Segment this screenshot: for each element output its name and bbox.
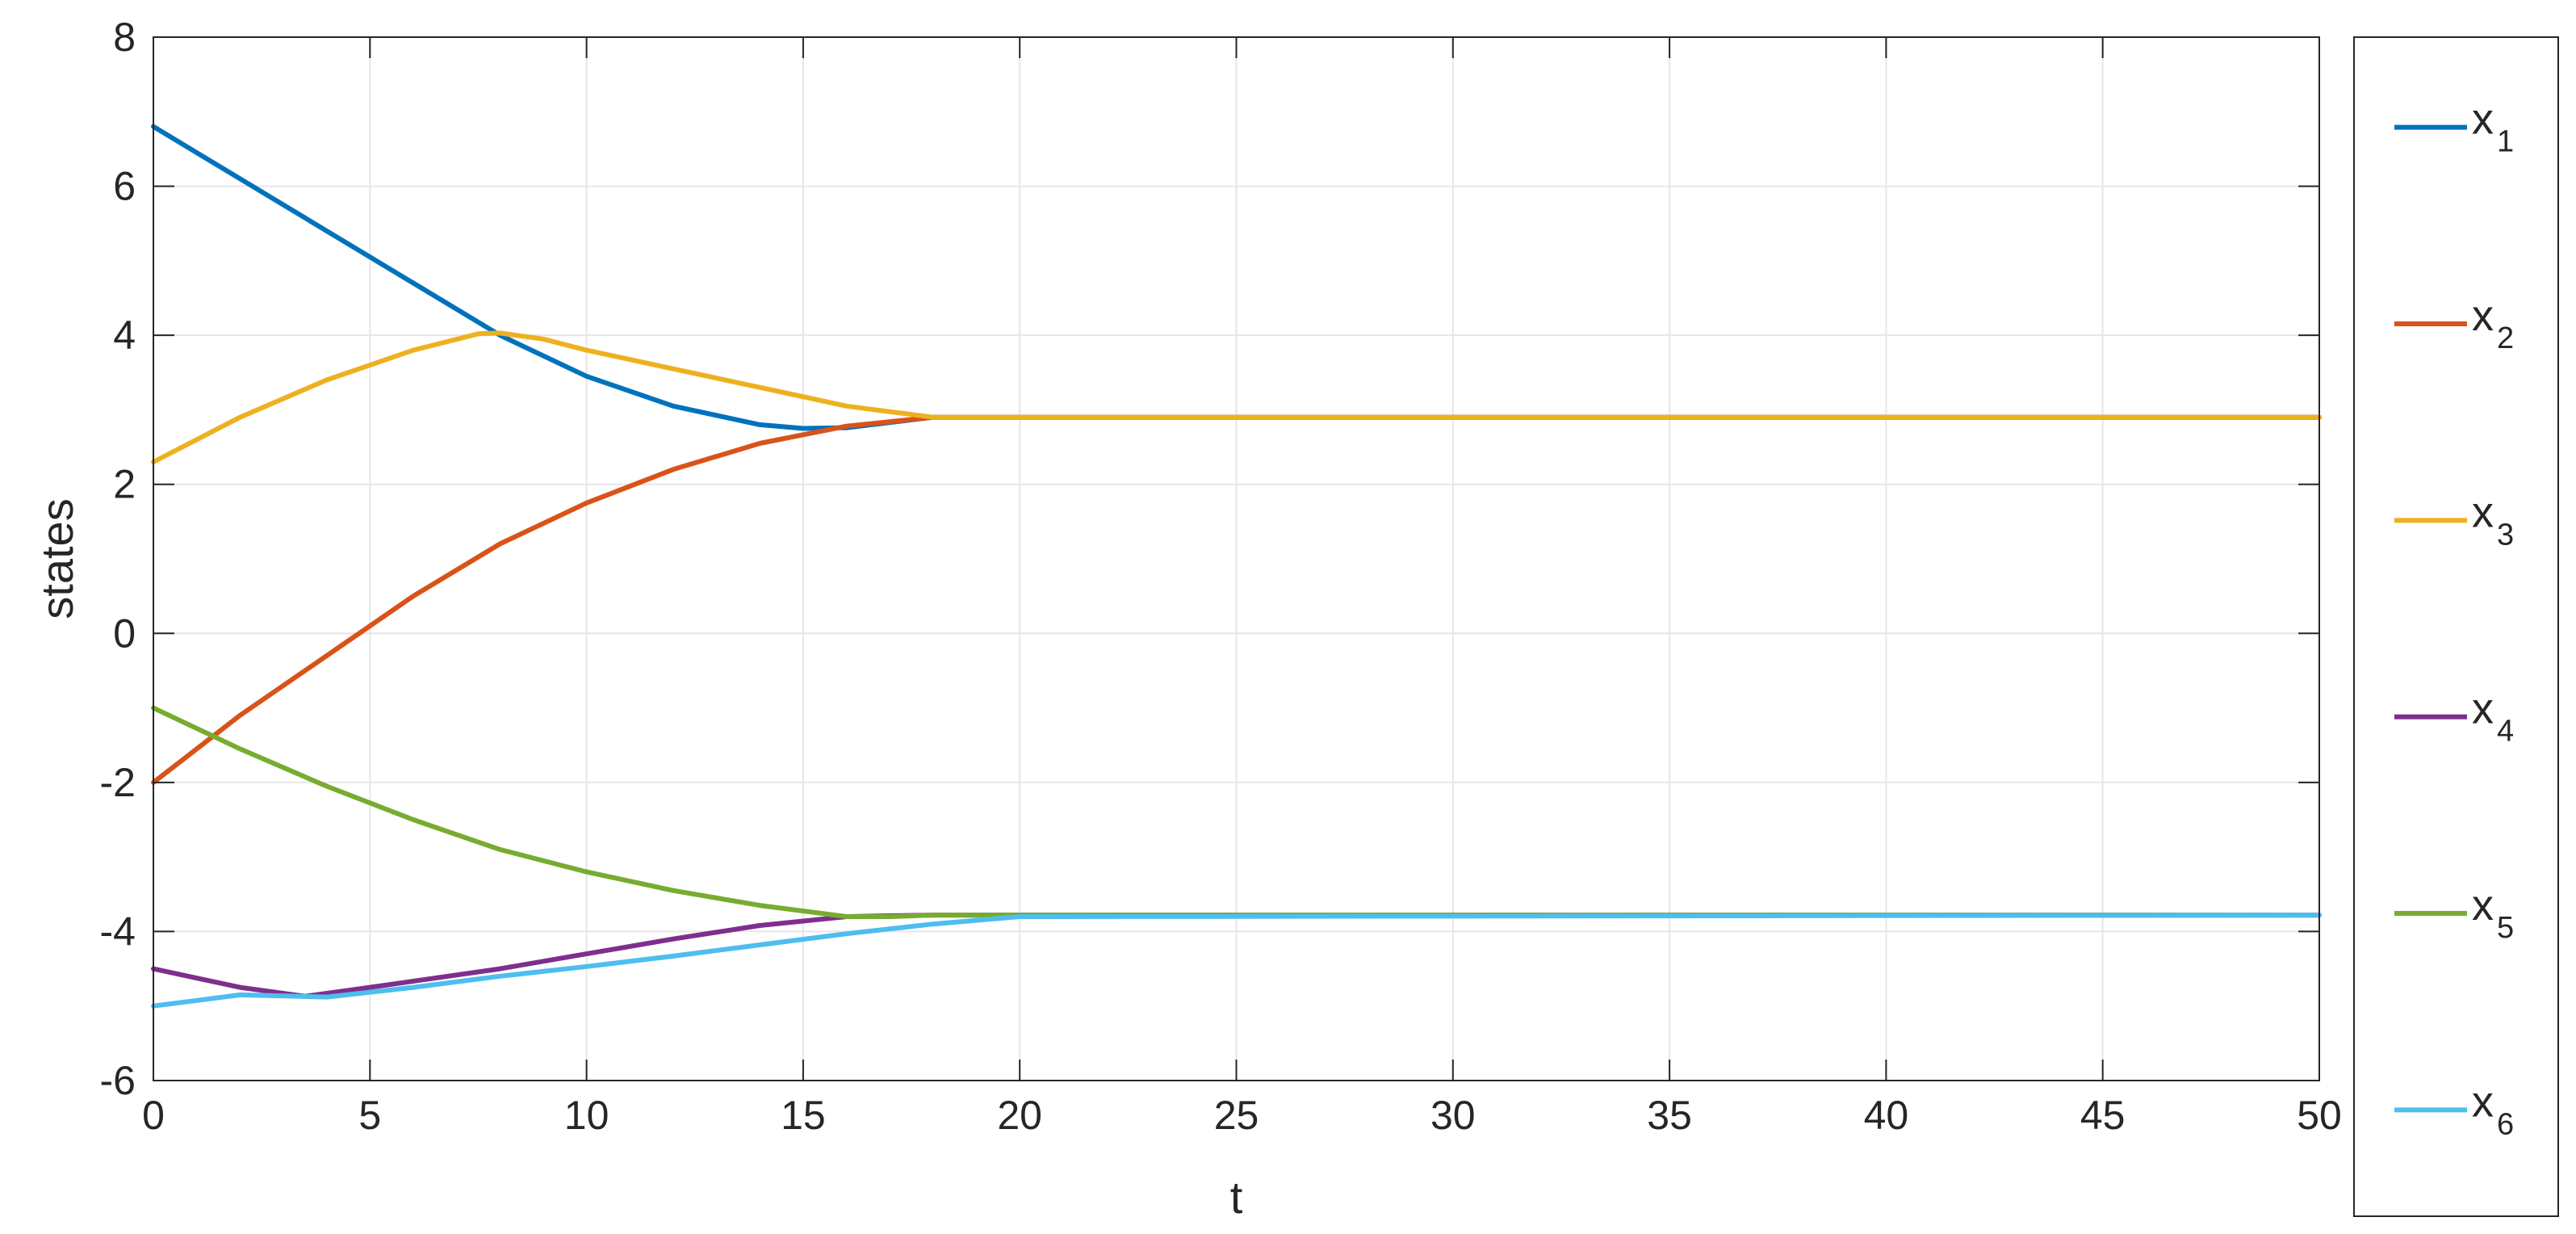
legend: x 1x 2x 3x 4x 5x 6	[2353, 36, 2559, 1217]
legend-box	[2353, 36, 2559, 1217]
series-line-x3	[151, 330, 2322, 464]
y-axis-label: states	[31, 498, 82, 619]
x-tick-label: 45	[2080, 1093, 2126, 1138]
legend-label-subscript: 4	[2497, 715, 2514, 749]
axis-ticks: 0 5 10 15 20 25 30 35 40 45 50 -6 -4 -2 0 2 4 6 8	[100, 15, 2342, 1138]
x-tick-label: 25	[1214, 1093, 1259, 1138]
y-tick-label: 4	[113, 313, 136, 358]
legend-label-subscript: 2	[2497, 321, 2514, 355]
legend-label-base: x	[2472, 881, 2494, 930]
y-tick-label: 8	[113, 15, 136, 60]
x-tick-label: 35	[1647, 1093, 1692, 1138]
y-tick-label: -2	[100, 760, 136, 805]
x-tick-label: 40	[1864, 1093, 1909, 1138]
legend-label-subscript: 1	[2497, 125, 2514, 159]
legend-label-base: x	[2472, 292, 2494, 340]
x-axis-label: t	[1230, 1172, 1243, 1223]
legend-label-subscript: 3	[2497, 518, 2514, 552]
legend-label-subscript: 6	[2497, 1107, 2514, 1141]
y-tick-label: 2	[113, 462, 136, 507]
x-tick-label: 0	[142, 1093, 165, 1138]
x-tick-label: 5	[358, 1093, 381, 1138]
x-tick-label: 30	[1430, 1093, 1476, 1138]
x-tick-label: 15	[781, 1093, 826, 1138]
series-line-x5	[151, 705, 2322, 919]
legend-label-subscript: 5	[2497, 911, 2514, 945]
legend-label-base: x	[2472, 488, 2494, 536]
legend-label-base: x	[2472, 685, 2494, 733]
series-layer	[151, 124, 2322, 1009]
legend-label-base: x	[2472, 95, 2494, 144]
y-tick-label: 0	[113, 611, 136, 656]
x-tick-label: 50	[2297, 1093, 2342, 1138]
y-tick-label: -6	[100, 1058, 136, 1103]
legend-label-base: x	[2472, 1077, 2494, 1126]
x-tick-label: 20	[997, 1093, 1042, 1138]
y-tick-label: -4	[100, 909, 136, 954]
y-tick-label: 6	[113, 164, 136, 209]
series-line-x6	[151, 913, 2322, 1009]
x-tick-label: 10	[564, 1093, 609, 1138]
